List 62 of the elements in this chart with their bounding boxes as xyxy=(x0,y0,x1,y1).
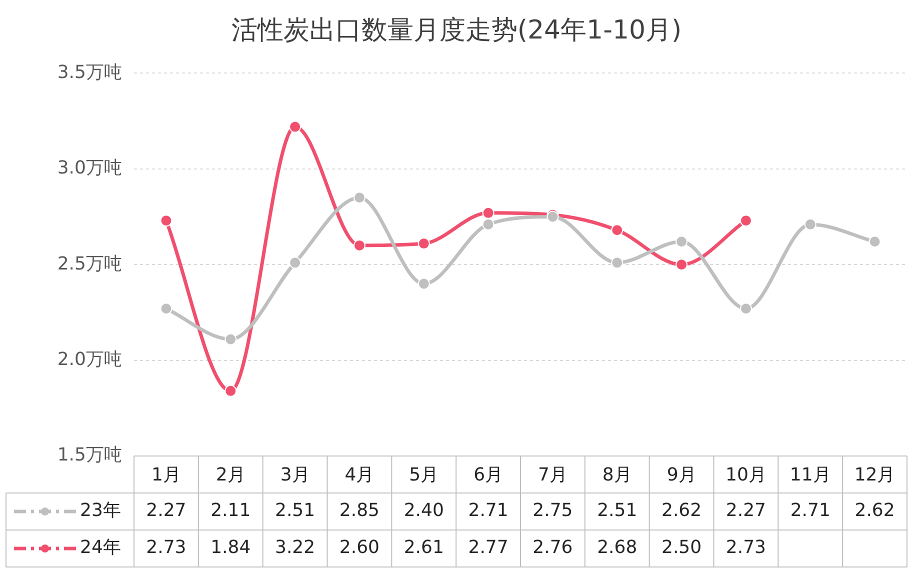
point xyxy=(418,238,430,250)
x-tick-label: 2月 xyxy=(216,464,246,486)
data-label: 2.62 xyxy=(854,500,895,522)
data-label: 2.77 xyxy=(468,537,508,558)
point xyxy=(353,192,366,204)
x-tick-label: 12月 xyxy=(854,464,896,486)
data-label: 2.11 xyxy=(210,500,251,522)
point xyxy=(160,214,172,227)
data-label: 2.27 xyxy=(726,500,766,522)
y-tick-label: 2.5万吨 xyxy=(57,253,122,274)
point xyxy=(289,120,302,133)
data-label: 2.68 xyxy=(597,537,638,558)
point xyxy=(418,278,430,290)
point xyxy=(224,333,237,346)
x-tick-label: 9月 xyxy=(666,464,696,486)
point xyxy=(676,236,688,248)
y-tick-label: 1.5万吨 xyxy=(57,444,122,466)
data-label: 2.76 xyxy=(532,537,573,558)
point xyxy=(804,218,816,230)
x-tick-label: 5月 xyxy=(409,464,439,486)
data-label: 2.73 xyxy=(726,537,766,558)
data-label: 2.40 xyxy=(404,500,444,522)
point xyxy=(224,384,237,397)
y-tick-label: 2.0万吨 xyxy=(57,348,122,370)
data-label: 2.71 xyxy=(790,500,830,522)
legend-label: 24年 xyxy=(80,537,121,558)
x-tick-label: 1月 xyxy=(151,464,181,486)
data-label: 2.51 xyxy=(275,500,316,522)
data-label: 3.22 xyxy=(275,537,316,558)
point xyxy=(160,302,172,315)
data-label: 2.60 xyxy=(339,537,380,558)
point xyxy=(611,256,624,269)
y-tick-label: 3.0万吨 xyxy=(57,158,122,179)
data-label: 2.27 xyxy=(146,500,186,522)
data-label: 2.73 xyxy=(146,537,186,558)
x-tick-label: 4月 xyxy=(344,464,374,486)
x-tick-label: 7月 xyxy=(538,464,568,486)
legend-label: 23年 xyxy=(80,500,121,522)
point xyxy=(676,258,688,271)
data-label: 2.51 xyxy=(597,500,638,522)
x-tick-label: 11月 xyxy=(790,464,831,486)
point xyxy=(611,224,624,236)
point xyxy=(482,218,494,230)
chart-title: 活性炭出口数量月度走势(24年1-10月) xyxy=(231,15,682,46)
point xyxy=(482,206,494,219)
point xyxy=(868,236,881,248)
x-tick-label: 10月 xyxy=(726,464,766,486)
point xyxy=(740,302,752,315)
y-tick-label: 3.5万吨 xyxy=(57,62,122,83)
x-tick-label: 8月 xyxy=(602,464,632,486)
point xyxy=(353,239,366,252)
point xyxy=(289,256,302,269)
data-label: 2.71 xyxy=(468,500,508,522)
data-label: 2.62 xyxy=(662,500,702,522)
data-label: 1.84 xyxy=(210,537,251,558)
x-tick-label: 3月 xyxy=(280,464,310,486)
data-label: 2.75 xyxy=(532,500,573,522)
point xyxy=(740,214,752,227)
data-label: 2.85 xyxy=(339,500,380,522)
data-label: 2.50 xyxy=(662,537,702,558)
data-label: 2.61 xyxy=(404,537,444,558)
x-tick-label: 6月 xyxy=(474,464,504,486)
